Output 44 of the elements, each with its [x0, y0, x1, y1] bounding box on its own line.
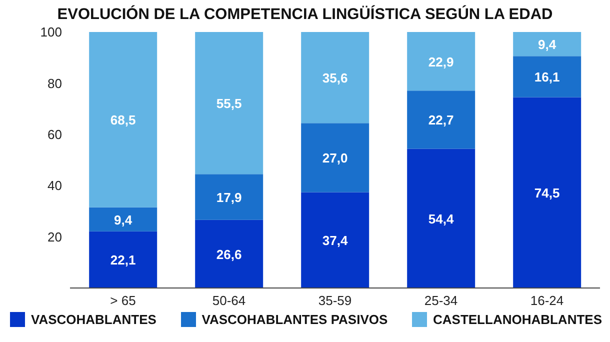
- data-label: 68,5: [110, 112, 136, 128]
- legend-label: VASCOHABLANTES: [31, 312, 156, 327]
- x-tick-label: 50-64: [212, 293, 246, 308]
- y-tick-label: 40: [48, 178, 62, 194]
- legend-label: CASTELLANOHABLANTES: [433, 312, 602, 327]
- bar: [407, 148, 476, 288]
- y-tick-label: 80: [48, 76, 62, 91]
- bar: [89, 231, 158, 288]
- y-tick-label: 20: [48, 229, 62, 244]
- bar: [513, 97, 582, 288]
- x-tick-label: 25-34: [424, 293, 458, 308]
- bar: [89, 32, 158, 208]
- data-label: 55,5: [216, 96, 242, 112]
- bar: [407, 32, 476, 91]
- data-label: 9,4: [538, 37, 557, 52]
- data-label: 35,6: [322, 70, 348, 86]
- y-tick-label: 60: [48, 127, 62, 142]
- bar: [301, 123, 370, 192]
- data-label: 27,0: [322, 150, 348, 166]
- bar: [407, 90, 476, 149]
- data-label: 54,4: [428, 211, 454, 226]
- data-label: 9,4: [114, 212, 133, 228]
- data-label: 16,1: [534, 70, 560, 85]
- data-label: 74,5: [534, 186, 560, 201]
- bar: [301, 192, 370, 288]
- x-tick-label: 35-59: [318, 293, 352, 308]
- bar: [89, 207, 158, 232]
- data-label: 37,4: [322, 233, 348, 248]
- data-label: 26,6: [216, 246, 242, 262]
- x-tick-label: > 65: [110, 293, 136, 308]
- bar: [513, 32, 582, 56]
- x-tick-label: 16-24: [530, 293, 564, 308]
- bar: [195, 220, 264, 288]
- data-label: 17,9: [216, 190, 242, 205]
- legend-label: VASCOHABLANTES PASIVOS: [202, 312, 388, 327]
- data-label: 22,1: [110, 252, 136, 268]
- bar: [301, 32, 370, 124]
- bar: [195, 174, 264, 220]
- y-tick-label: 100: [40, 24, 62, 40]
- bar: [513, 56, 582, 98]
- bar: [195, 32, 264, 174]
- data-label: 22,9: [428, 54, 454, 70]
- data-label: 22,7: [428, 112, 454, 128]
- chart-title: EVOLUCIÓN DE LA COMPETENCIA LINGÜÍSTICA SEGÚN LA EDAD: [56, 4, 554, 24]
